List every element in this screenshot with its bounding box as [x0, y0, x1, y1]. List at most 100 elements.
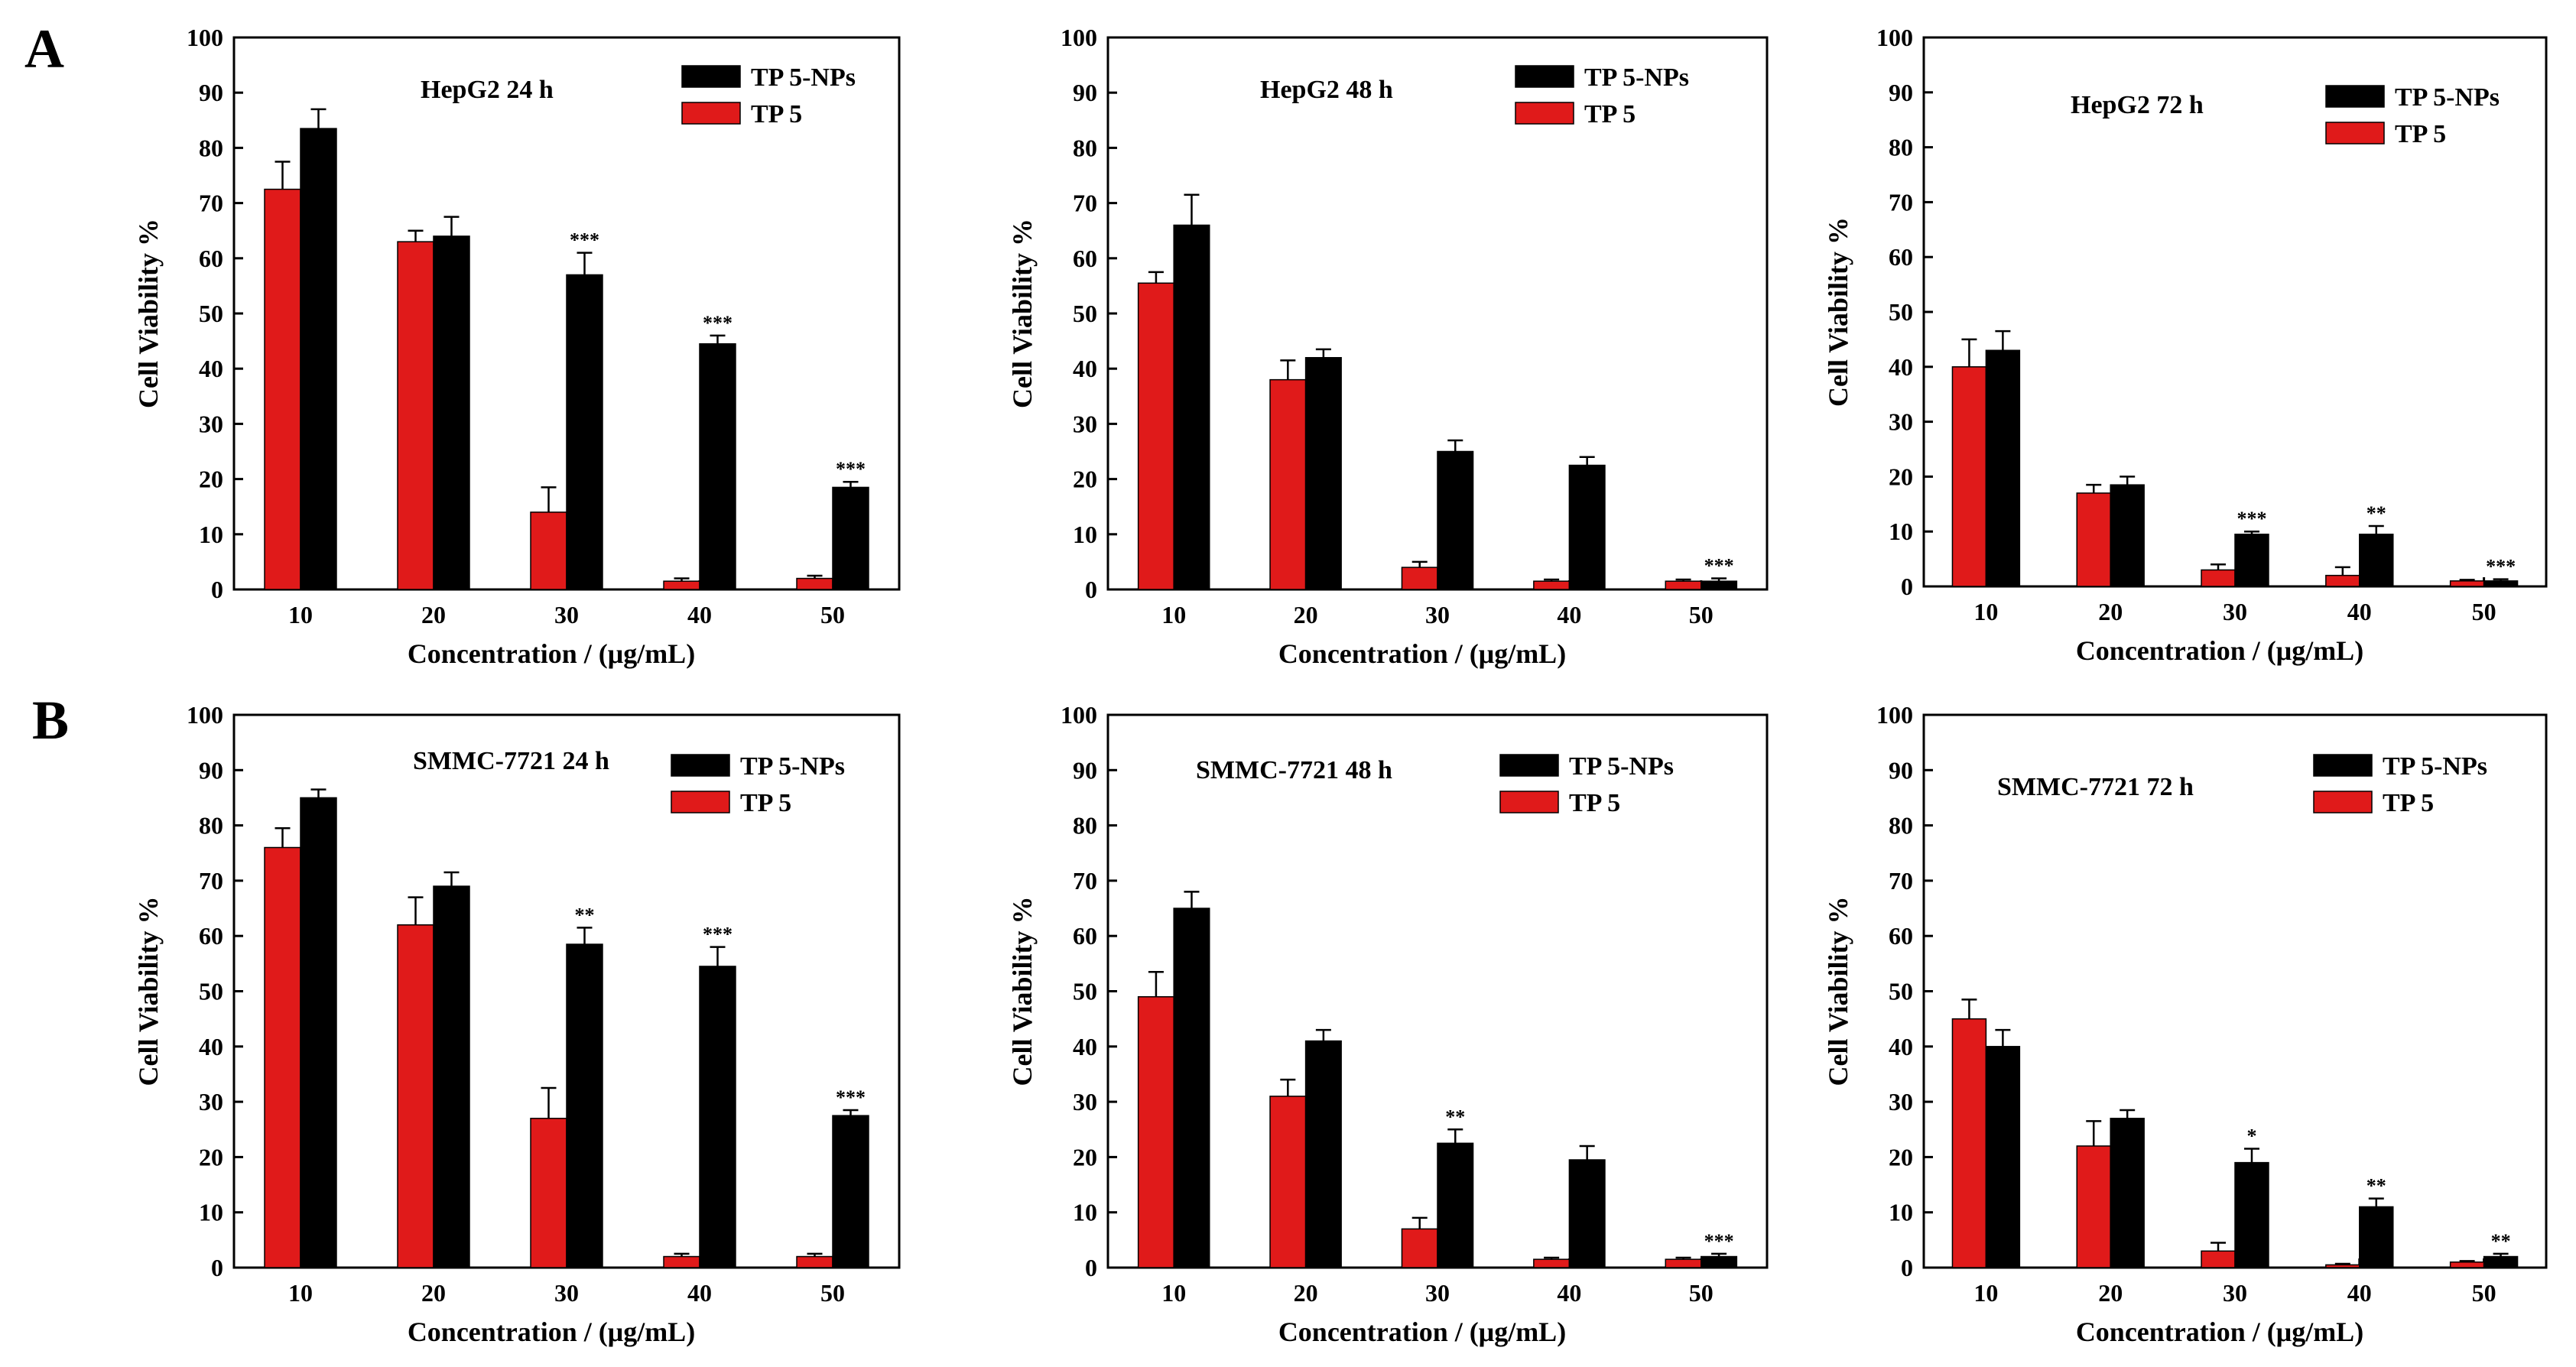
x-tick-label: 30 [1425, 1279, 1450, 1307]
x-tick-label: 30 [2223, 1279, 2247, 1307]
y-tick-label: 30 [1073, 410, 1097, 437]
legend-swatch [2325, 85, 2385, 108]
chart-4: 0 10 20 30 40 50 60 70 80 90 100 10 20 30 ** 40 *** 50 ***… [133, 701, 901, 1347]
bar-tp5 [1137, 282, 1174, 590]
y-tick-label: 80 [1889, 812, 1913, 839]
bar-tp5-nps [566, 943, 603, 1268]
x-axis-title: Concentration / (μg/mL) [408, 1317, 695, 1347]
bar-tp5-nps [1985, 349, 2021, 587]
bar-tp5 [1951, 1018, 1987, 1268]
y-tick-label: 30 [1889, 1088, 1913, 1115]
bar-tp5 [1951, 366, 1987, 587]
x-tick-label: 20 [421, 1279, 446, 1307]
x-tick-label: 10 [1161, 1279, 1186, 1307]
y-tick-label: 20 [1073, 466, 1097, 493]
y-tick-label: 0 [1901, 1254, 1913, 1281]
legend-swatch [2313, 791, 2373, 813]
legend-label: TP 5 [751, 100, 802, 128]
chart-1: 0 10 20 30 40 50 60 70 80 90 100 10 20 30 *** 40 *** 50 **… [133, 24, 901, 669]
bar-tp5 [1665, 1258, 1702, 1268]
significance-label: *** [703, 312, 733, 334]
y-tick-label: 40 [1073, 355, 1097, 382]
legend-swatch [1499, 791, 1559, 813]
y-tick-label: 40 [1889, 1033, 1913, 1060]
y-tick-label: 60 [1073, 922, 1097, 950]
bar-tp5 [796, 577, 833, 590]
bar-tp5-nps [1304, 1040, 1342, 1268]
legend-label: TP 5-NPs [1584, 63, 1689, 92]
legend-swatch [1515, 65, 1574, 88]
bar-tp5-nps [1701, 1255, 1738, 1268]
bar-tp5-nps [2359, 1206, 2394, 1268]
y-tick-label: 40 [199, 1033, 223, 1060]
chart-6: 0 10 20 30 40 50 60 70 80 90 100 10 20 30 * 40 ** 50 ** SMM… [1823, 701, 2548, 1347]
legend-label: TP 5 [1569, 789, 1620, 817]
bar-tp5-nps [1304, 357, 1342, 590]
y-tick-label: 20 [1073, 1143, 1097, 1171]
y-tick-label: 10 [199, 1199, 223, 1226]
x-tick-label: 40 [1557, 601, 1581, 628]
bar-tp5-nps [1437, 450, 1474, 590]
y-tick-label: 60 [199, 245, 223, 272]
y-tick-label: 70 [199, 190, 223, 217]
y-tick-label: 40 [1073, 1033, 1097, 1060]
x-tick-label: 20 [1294, 1279, 1318, 1307]
bar-tp5 [1137, 995, 1174, 1268]
x-tick-label: 20 [1294, 601, 1318, 628]
chart-title: HepG2 24 h [421, 76, 554, 104]
y-tick-label: 80 [1073, 812, 1097, 839]
x-tick-label: 40 [687, 601, 712, 628]
bar-tp5 [2201, 569, 2236, 587]
x-tick-label: 10 [1973, 598, 1998, 625]
y-tick-label: 60 [1073, 245, 1097, 272]
y-tick-label: 0 [211, 576, 223, 603]
y-tick-label: 100 [1876, 701, 1913, 729]
y-tick-label: 0 [1085, 576, 1097, 603]
legend-label: TP 5 [740, 789, 791, 817]
significance-label: *** [703, 924, 733, 946]
legend-swatch [1515, 102, 1574, 125]
x-axis-title: Concentration / (μg/mL) [2076, 1317, 2363, 1347]
y-tick-label: 30 [199, 410, 223, 437]
y-tick-label: 0 [1085, 1254, 1097, 1281]
x-axis-title: Concentration / (μg/mL) [1278, 638, 1566, 669]
y-tick-label: 50 [1889, 298, 1913, 326]
bar-tp5 [397, 241, 434, 590]
legend-label: TP 5 [1584, 100, 1636, 128]
y-tick-label: 100 [1876, 24, 1913, 51]
bar-tp5 [2201, 1250, 2236, 1268]
x-tick-label: 50 [820, 601, 845, 628]
significance-label: *** [836, 1086, 866, 1109]
y-tick-label: 20 [199, 466, 223, 493]
legend-swatch [681, 65, 741, 88]
bar-tp5 [1401, 567, 1438, 590]
bar-tp5-nps [300, 797, 337, 1268]
legend-swatch [2325, 122, 2385, 144]
y-tick-label: 10 [199, 521, 223, 548]
bar-tp5-nps [2483, 580, 2519, 587]
x-tick-label: 40 [1557, 1279, 1581, 1307]
y-axis-title: Cell Viability % [1007, 896, 1038, 1086]
significance-label: *** [570, 229, 599, 252]
bar-tp5-nps [2234, 534, 2269, 587]
bar-tp5-nps [2483, 1255, 2519, 1268]
x-tick-label: 40 [2347, 598, 2372, 625]
bar-tp5 [796, 1255, 833, 1268]
x-axis-title: Concentration / (μg/mL) [408, 638, 695, 669]
x-tick-label: 30 [554, 601, 579, 628]
y-tick-label: 70 [1073, 190, 1097, 217]
bar-tp5 [2076, 1145, 2111, 1268]
y-tick-label: 10 [1889, 518, 1913, 545]
bar-tp5 [397, 924, 434, 1268]
significance-label: *** [2486, 556, 2516, 578]
y-tick-label: 80 [1889, 134, 1913, 161]
panel-label-a: A [24, 18, 64, 80]
x-tick-label: 40 [2347, 1279, 2372, 1307]
x-tick-label: 20 [2098, 598, 2123, 625]
y-tick-label: 20 [1889, 1143, 1913, 1171]
x-tick-label: 40 [687, 1279, 712, 1307]
y-tick-label: 70 [1889, 867, 1913, 895]
x-tick-label: 30 [2223, 598, 2247, 625]
y-tick-label: 80 [199, 812, 223, 839]
y-tick-label: 20 [199, 1143, 223, 1171]
